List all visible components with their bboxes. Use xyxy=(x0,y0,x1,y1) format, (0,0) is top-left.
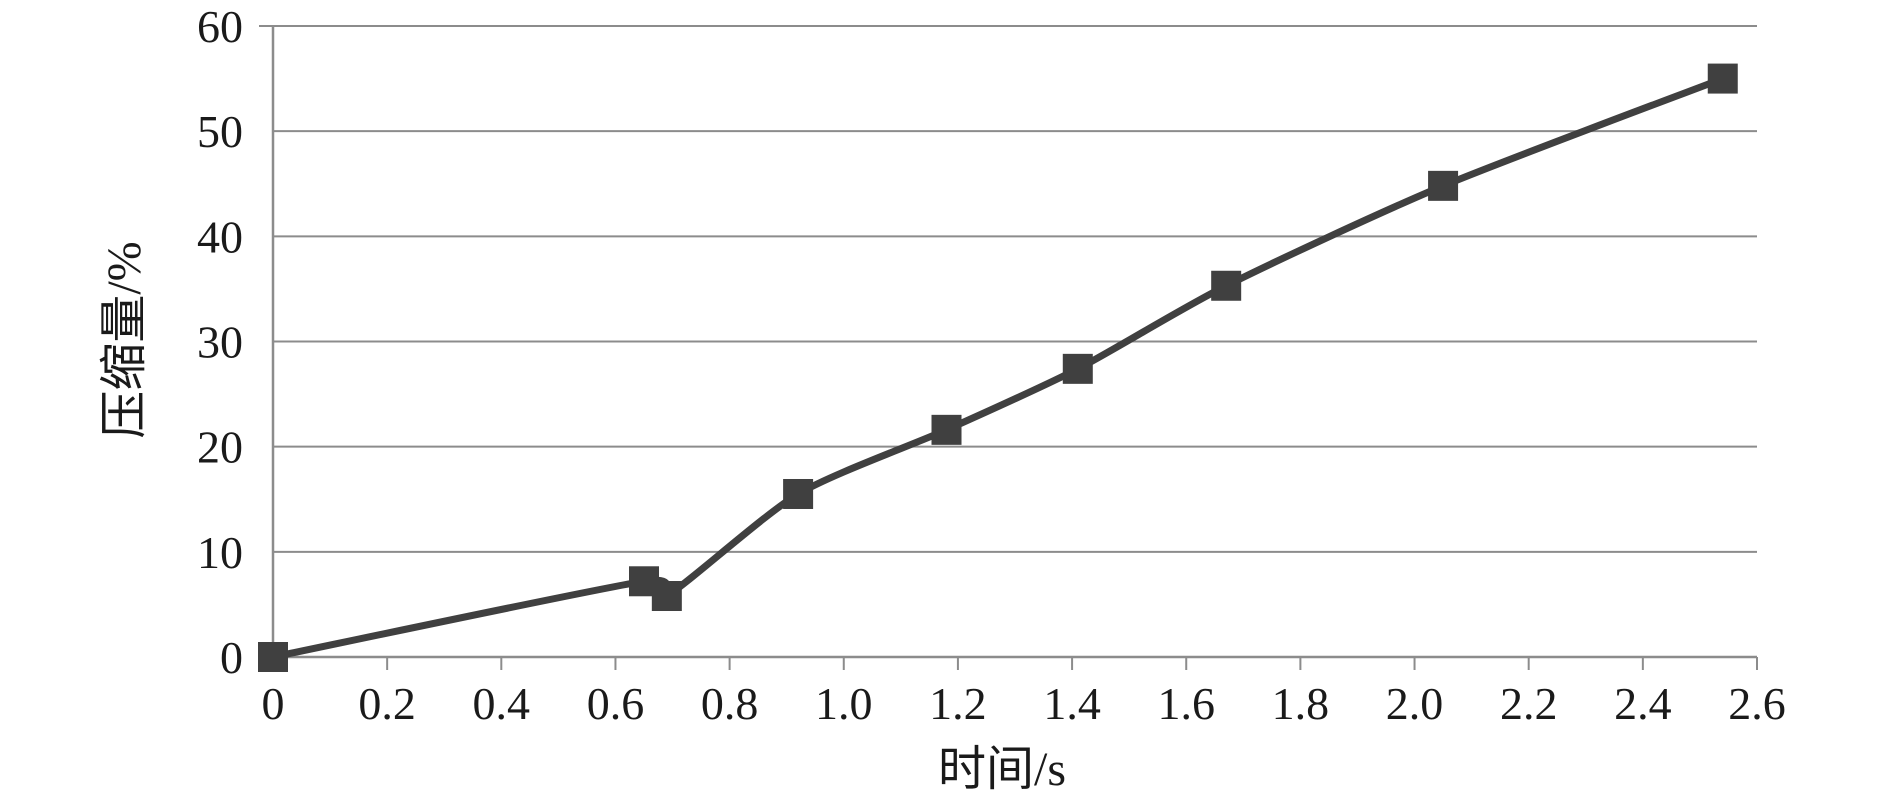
data-point-marker xyxy=(1062,353,1093,384)
y-tick-label: 10 xyxy=(197,527,243,578)
gridlines xyxy=(273,25,1757,553)
data-point-marker xyxy=(931,414,962,445)
y-tick-label: 60 xyxy=(197,1,243,52)
x-tick-label: 0.2 xyxy=(358,678,416,729)
data-point-marker xyxy=(651,581,682,612)
data-point-marker xyxy=(1707,63,1738,94)
axes xyxy=(259,25,1758,670)
x-tick-label: 1.0 xyxy=(815,678,873,729)
x-tick-label: 1.4 xyxy=(1043,678,1101,729)
x-tick-label: 2.0 xyxy=(1386,678,1444,729)
x-tick-label: 0.8 xyxy=(701,678,759,729)
y-tick-label: 50 xyxy=(197,106,243,157)
x-tick-label: 1.6 xyxy=(1157,678,1215,729)
x-axis-title: 时间/s xyxy=(938,743,1066,796)
data-point-marker xyxy=(1211,270,1242,301)
x-tick-label: 2.2 xyxy=(1500,678,1558,729)
x-tick-label: 2.6 xyxy=(1728,678,1786,729)
x-tick-labels: 0 0.2 0.4 0.6 0.8 1.0 1.2 1.4 1.6 1.8 2.0 2.2 2.4 2.6 xyxy=(262,678,1786,729)
x-tick-label: 0 xyxy=(262,678,285,729)
data-point-marker xyxy=(1428,170,1459,201)
x-tick-label: 0.4 xyxy=(473,678,531,729)
series-line xyxy=(269,75,1727,661)
y-tick-labels: 0 10 20 30 40 50 60 xyxy=(197,1,243,683)
data-point-marker xyxy=(783,478,814,509)
y-tick-label: 40 xyxy=(197,211,243,262)
x-tick-label: 0.6 xyxy=(587,678,645,729)
y-axis-title: 压缩量/% xyxy=(98,241,151,438)
x-tick-label: 2.4 xyxy=(1614,678,1672,729)
data-point-marker xyxy=(258,642,288,672)
y-tick-label: 0 xyxy=(220,632,243,683)
y-tick-label: 30 xyxy=(197,317,243,368)
x-tick-label: 1.8 xyxy=(1272,678,1330,729)
data-series xyxy=(258,63,1738,672)
y-tick-label: 20 xyxy=(197,422,243,473)
x-tick-label: 1.2 xyxy=(929,678,987,729)
